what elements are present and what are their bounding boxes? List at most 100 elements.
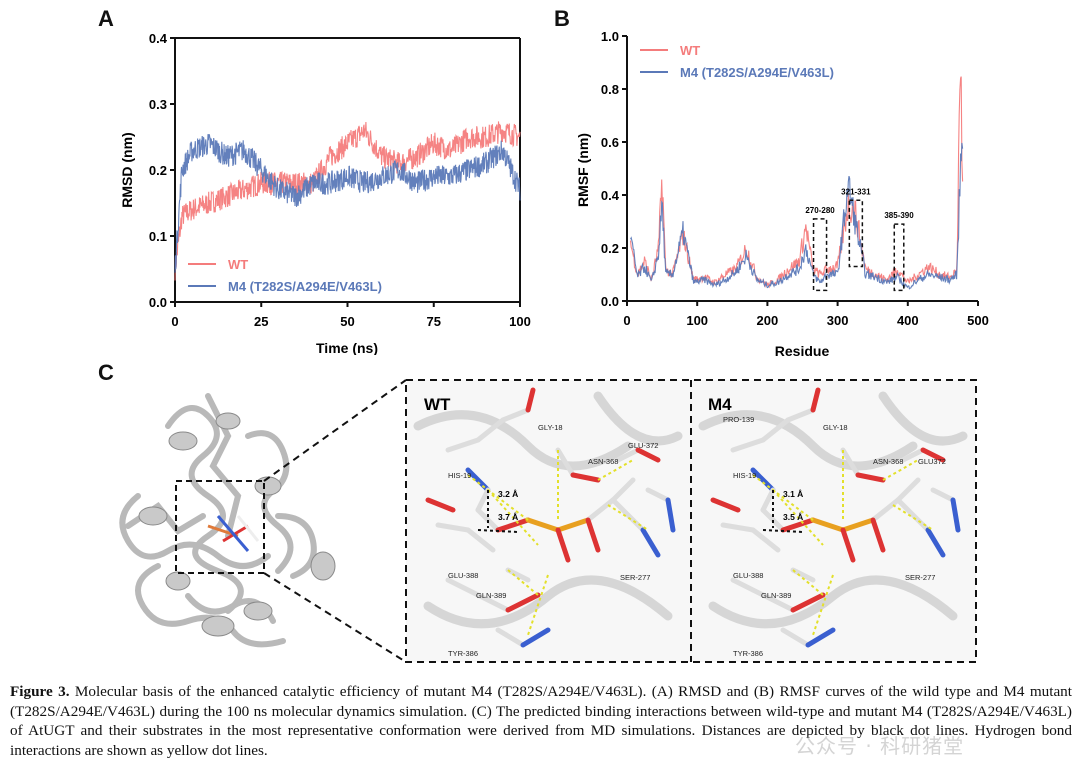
y-tick-label: 0.2 <box>601 241 619 256</box>
bond <box>635 447 661 463</box>
y-tick-label: 0.6 <box>601 135 619 150</box>
distance-label: 3.5 Å <box>783 512 803 522</box>
bond <box>785 407 816 423</box>
hydrogen-bond <box>507 569 539 596</box>
bond <box>840 517 876 533</box>
bond <box>810 517 846 533</box>
panel-a-letter: A <box>98 6 114 31</box>
panel-c-letter: C <box>98 360 114 385</box>
bond <box>435 522 471 533</box>
detail-frame <box>405 379 977 663</box>
bond <box>900 447 926 463</box>
bond <box>505 592 541 613</box>
residue-label: ASN-368 <box>873 457 903 466</box>
rmsf-plot-area <box>626 36 978 302</box>
bond <box>710 497 741 513</box>
residue-label: SER-277 <box>620 573 650 582</box>
bond <box>495 517 531 533</box>
bond <box>500 407 531 423</box>
bond <box>640 527 661 558</box>
hydrogen-bond <box>772 489 824 546</box>
residue-label: ASN-368 <box>588 457 618 466</box>
watermark: 公众号 · 科研猪堂 <box>795 734 965 758</box>
bond <box>805 627 836 648</box>
bond <box>790 592 826 613</box>
bond <box>555 517 591 533</box>
bond <box>780 517 816 533</box>
series-line-wt <box>174 121 521 281</box>
figure-caption: Figure 3. Molecular basis of the enhance… <box>10 682 1072 760</box>
bond <box>505 567 531 583</box>
bond <box>870 517 886 553</box>
bond <box>475 487 491 513</box>
bond <box>930 487 956 503</box>
annotation-label: 270-280 <box>805 206 835 215</box>
bond <box>585 497 616 523</box>
bond <box>920 447 946 463</box>
x-tick-label: 300 <box>827 313 849 328</box>
x-tick-label: 100 <box>686 313 708 328</box>
distance-label: 3.7 Å <box>498 512 518 522</box>
annotation-box <box>893 223 905 292</box>
annotation-label: 385-390 <box>884 211 914 220</box>
bond <box>570 472 601 483</box>
distance-line <box>477 529 519 533</box>
bond <box>895 477 921 503</box>
hydrogen-bond <box>882 459 919 481</box>
hydrogen-bond <box>467 474 529 521</box>
bond <box>925 527 946 558</box>
annotation-box <box>848 199 864 268</box>
bond <box>585 517 601 553</box>
rmsd-plot-area <box>174 37 521 303</box>
y-tick-label: 0.2 <box>149 163 167 178</box>
y-tick-label: 0.4 <box>601 188 620 203</box>
x-tick-label: 0 <box>171 314 178 329</box>
residue-label: GLU-388 <box>448 571 478 580</box>
rmsd-x-axis-label: Time (ns) <box>316 340 378 355</box>
series-line-m4 <box>174 134 521 273</box>
bond <box>465 527 496 553</box>
distance-label: 3.1 Å <box>783 489 803 499</box>
bond <box>665 497 676 533</box>
x-tick-label: 200 <box>757 313 779 328</box>
m4-background-cartoon <box>698 391 968 629</box>
caption-text: Molecular basis of the enhanced catalyti… <box>10 683 1072 759</box>
protein-helices <box>138 412 336 637</box>
binding-structure-panel: WT M4 GLY-18HIS-19ASN-368GLU-372SER-277G… <box>119 379 977 663</box>
residue-label: GLU-372 <box>628 441 658 450</box>
bond <box>645 487 671 503</box>
bond <box>855 472 886 483</box>
bond <box>730 577 766 598</box>
bond <box>525 517 561 533</box>
panel-b-letter: B <box>554 6 570 31</box>
residue-label: GLN-389 <box>761 591 791 600</box>
bond <box>445 437 481 453</box>
x-tick-label: 400 <box>897 313 919 328</box>
bond <box>730 437 766 453</box>
y-tick-label: 0.3 <box>149 97 167 112</box>
bond <box>840 447 861 478</box>
y-tick-label: 0.4 <box>149 31 168 46</box>
series-line-m4 <box>630 142 964 290</box>
hydrogen-bond <box>812 574 834 636</box>
x-tick-label: 25 <box>254 314 268 329</box>
x-tick-label: 500 <box>967 313 989 328</box>
bond <box>495 627 526 648</box>
series-line-wt <box>629 76 964 289</box>
legend-entry: M4 (T282S/A294E/V463L) <box>680 65 834 80</box>
annotation-label: 321-331 <box>841 187 871 196</box>
hydrogen-bond <box>752 474 814 521</box>
wt-background-cartoon <box>413 391 683 629</box>
rmsf-x-axis-label: Residue <box>775 343 830 359</box>
bond <box>525 387 536 413</box>
residue-label: SER-277 <box>905 573 935 582</box>
wt-stick-model <box>425 387 676 648</box>
bond <box>555 447 576 478</box>
legend-entry: WT <box>228 257 248 272</box>
y-tick-label: 0.0 <box>601 294 619 309</box>
residue-label: GLY-18 <box>538 423 563 432</box>
m4-stick-model <box>710 387 961 648</box>
legend-entry: M4 (T282S/A294E/V463L) <box>228 279 382 294</box>
bond <box>810 387 821 413</box>
residue-label: HIS-19 <box>448 471 471 480</box>
